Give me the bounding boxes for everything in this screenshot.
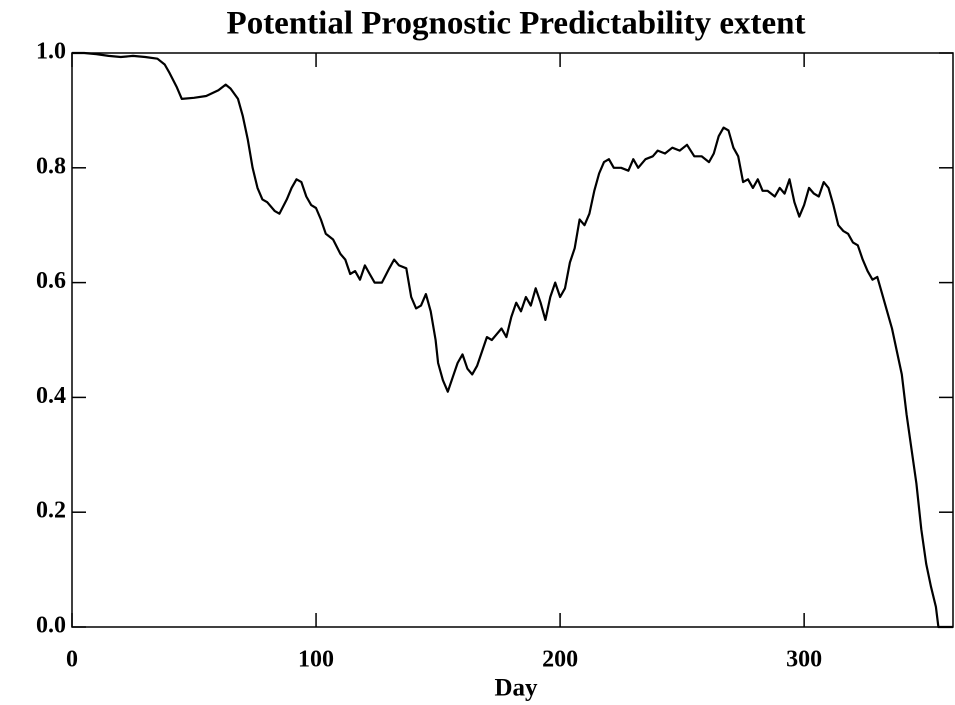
x-tick-label: 200: [542, 647, 578, 673]
plot-frame: [71, 52, 954, 628]
x-tick-label: 300: [786, 647, 822, 673]
x-tick-label: 100: [298, 647, 334, 673]
x-axis-label: Day: [494, 675, 538, 702]
y-tick-label: 0.4: [36, 383, 66, 409]
y-tick-label: 0.6: [36, 268, 66, 294]
chart-title: Potential Prognostic Predictability exte…: [227, 6, 806, 42]
data-line: [72, 51, 953, 629]
y-tick-label: 0.0: [36, 613, 66, 639]
y-tick-label: 0.2: [36, 498, 66, 524]
y-tick-label: 0.8: [36, 153, 66, 179]
x-tick-label: 0: [66, 647, 78, 673]
y-tick-label: 1.0: [36, 39, 66, 65]
